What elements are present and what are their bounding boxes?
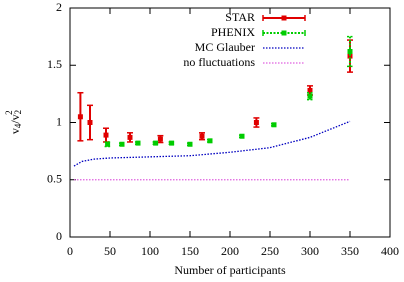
x-tick-label: 150	[181, 244, 199, 258]
y-tick-label: 2	[56, 0, 62, 14]
point	[127, 134, 133, 140]
x-tick-label: 100	[141, 244, 159, 258]
point	[207, 138, 213, 144]
x-tick-label: 50	[104, 244, 116, 258]
x-tick-label: 300	[301, 244, 319, 258]
point	[87, 120, 93, 125]
point	[253, 120, 259, 125]
point	[347, 49, 353, 55]
point	[187, 141, 193, 147]
y-tick-label: 1.5	[47, 57, 62, 71]
point	[135, 140, 141, 146]
y-label-part: 4	[13, 123, 23, 128]
point	[119, 141, 125, 147]
point	[271, 122, 277, 128]
point	[103, 132, 109, 138]
y-axis-label: v4/v22	[4, 110, 23, 134]
legend-label: STAR	[225, 10, 255, 24]
y-label-part: /v	[8, 114, 22, 123]
point	[347, 53, 353, 59]
legend-swatch-point	[281, 15, 287, 21]
point	[157, 136, 163, 142]
x-axis-label: Number of participants	[174, 263, 286, 277]
point	[77, 114, 83, 120]
y-tick-label: 0	[56, 229, 62, 243]
line	[73, 120, 351, 167]
x-tick-label: 0	[67, 244, 73, 258]
y-label-part: 2	[4, 110, 14, 115]
y-label-part: v	[8, 128, 22, 134]
point	[307, 87, 313, 93]
x-tick-label: 250	[261, 244, 279, 258]
legend-label: MC Glauber	[195, 40, 255, 54]
point	[169, 140, 175, 146]
point	[239, 133, 245, 139]
point	[307, 93, 313, 99]
y-tick-label: 0.5	[47, 172, 62, 186]
x-tick-label: 200	[221, 244, 239, 258]
point	[153, 140, 159, 146]
x-tick-label: 350	[341, 244, 359, 258]
point	[105, 141, 111, 147]
legend-label: PHENIX	[211, 25, 255, 39]
y-tick-label: 1	[56, 114, 62, 128]
legend-label: no fluctuations	[183, 55, 255, 69]
legend-swatch-point	[281, 30, 287, 36]
y-label-part: 2	[13, 110, 23, 115]
point	[199, 133, 205, 139]
x-tick-label: 400	[381, 244, 399, 258]
